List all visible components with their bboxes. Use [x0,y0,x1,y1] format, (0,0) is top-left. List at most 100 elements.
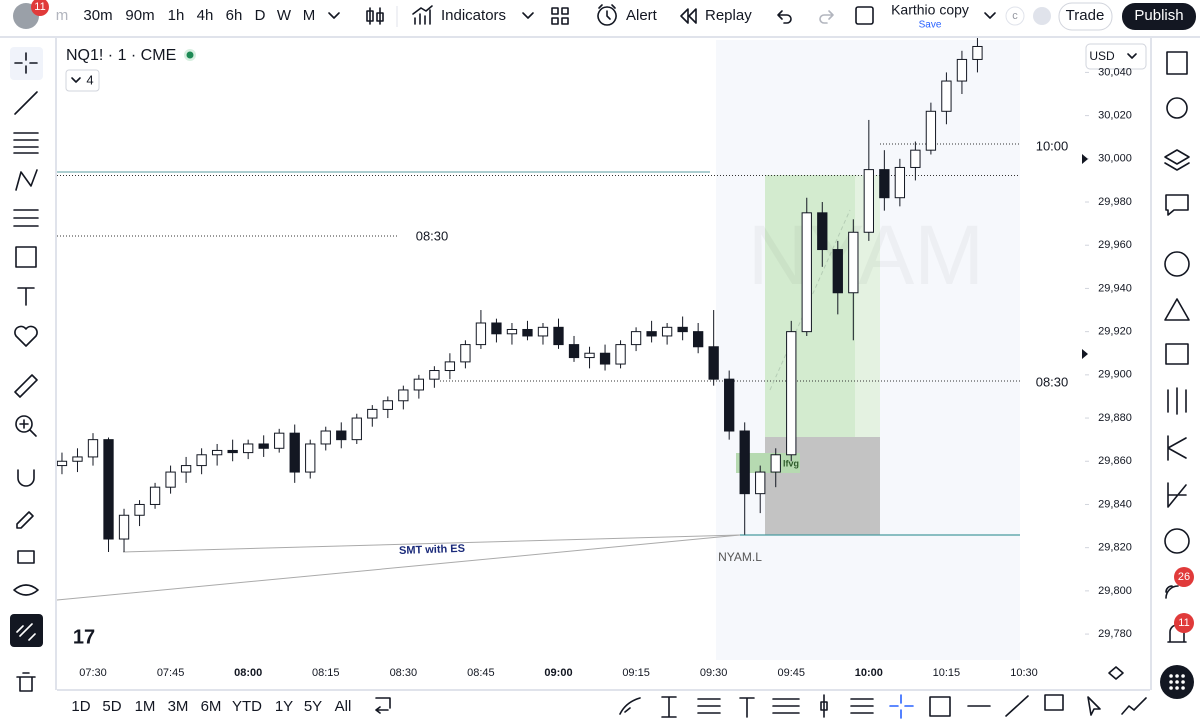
globe-icon[interactable] [1164,528,1190,554]
trend-tool[interactable] [1005,695,1029,717]
alert-label[interactable]: Alert [626,7,658,24]
range-button[interactable]: All [335,698,352,715]
channel-tool[interactable] [772,698,800,714]
gann-icon[interactable] [1167,482,1187,508]
replay-label[interactable]: Replay [705,7,752,24]
undo-icon[interactable] [777,10,792,24]
note-tool[interactable] [1044,694,1064,711]
theme-toggle[interactable] [1033,7,1051,25]
session-label: 10:00 [1036,138,1069,153]
candle-body [460,344,471,363]
candle-tool[interactable] [820,694,828,718]
range-button[interactable]: 5Y [304,698,322,715]
publish-button[interactable] [1122,3,1196,30]
interval[interactable]: M [303,7,316,24]
pattern-tool[interactable] [15,169,38,191]
text-tool[interactable] [17,287,35,306]
ideas-icon[interactable] [1164,298,1190,321]
alerts-icon[interactable] [1166,97,1188,119]
alert-icon[interactable] [597,4,617,26]
layout-icon[interactable] [551,7,569,25]
scale-marker [1082,154,1088,359]
lock-draw-tool[interactable] [16,511,34,529]
streams-icon[interactable] [1165,585,1179,599]
lock-tool[interactable] [17,550,35,564]
x-tick-label: 10:00 [855,667,883,679]
candle-body [522,328,533,337]
chevron[interactable] [522,12,534,19]
interval[interactable]: 30m [83,7,112,24]
watchlist-icon[interactable] [1166,51,1188,75]
layout-name[interactable]: Karthio copy [891,2,969,18]
delete-tool[interactable] [16,672,36,692]
chevron[interactable] [984,12,996,19]
rect-tool[interactable] [929,696,951,717]
layers-icon[interactable] [1164,149,1190,171]
candle-body [817,212,828,251]
cursor-tool[interactable] [1087,696,1101,716]
y-tick-label: 29,840 [1098,498,1132,510]
tool-active[interactable] [10,47,43,80]
interval[interactable]: 1h [168,7,185,24]
indicators-icon[interactable] [412,5,433,25]
publish-label: Publish [1134,7,1183,24]
ruler-tool[interactable] [14,374,38,398]
replay-icon[interactable] [680,8,697,24]
interval[interactable]: 90m [125,7,154,24]
legend-toggle[interactable] [65,69,100,92]
magnet-tool[interactable] [17,469,35,487]
smt-label: SMT with ES [399,543,465,557]
range-button[interactable]: 6M [201,698,222,715]
interval[interactable]: D [255,7,266,24]
interval[interactable]: 6h [226,7,243,24]
indicators-label[interactable]: Indicators [441,7,506,24]
candle-body [677,326,688,333]
x-tick-label: 10:30 [1010,667,1038,679]
chevron[interactable] [328,12,340,19]
x-tick-label: 07:30 [79,667,107,679]
visibility-tool[interactable] [13,584,39,596]
path-tool[interactable] [1121,697,1147,715]
link-tool[interactable] [16,623,36,641]
compare-icon[interactable] [1167,387,1187,415]
candle-body [429,370,440,380]
session-tool[interactable] [850,698,874,714]
fib-tool[interactable] [697,698,721,714]
forecast-tool[interactable] [13,209,39,227]
range-button[interactable]: YTD [232,698,262,715]
candle-body [243,443,254,454]
redo-icon[interactable] [819,10,834,24]
fib-tool[interactable] [13,132,39,154]
goto-date-icon[interactable] [375,697,391,714]
x-tick-label: 09:15 [622,667,650,679]
interval[interactable]: m [56,7,69,24]
interval[interactable]: 4h [197,7,214,24]
chart-type-icon[interactable] [366,7,384,25]
hotlist-icon[interactable] [1164,251,1190,277]
shape-tool[interactable] [15,246,37,268]
range-button[interactable]: 5D [102,698,121,715]
range-button[interactable]: 1D [71,698,90,715]
favorites-tool[interactable] [14,325,38,347]
currency-button[interactable] [1085,43,1147,70]
layout-square[interactable] [855,6,874,25]
brush-tool[interactable] [619,697,641,715]
pitchfork-icon[interactable] [1167,435,1187,461]
calendar-icon[interactable] [1165,343,1189,365]
zoom-tool[interactable] [15,415,37,437]
interval[interactable]: W [277,7,292,24]
layout-status: Save [919,20,942,31]
range-button[interactable]: 1M [135,698,156,715]
trade-button[interactable] [1058,2,1113,31]
range-button[interactable]: 3M [168,698,189,715]
trendline-tool[interactable] [14,91,38,115]
crosshair-tool[interactable] [14,52,38,74]
crosshair-tool[interactable] [889,694,914,719]
toggle[interactable] [1005,6,1025,26]
badge-count: 11 [34,1,45,13]
chat-icon[interactable] [1165,194,1189,216]
range-tool[interactable] [661,696,677,718]
text-tool[interactable] [739,697,755,718]
settings-icon[interactable] [1108,666,1124,680]
range-button[interactable]: 1Y [275,698,293,715]
